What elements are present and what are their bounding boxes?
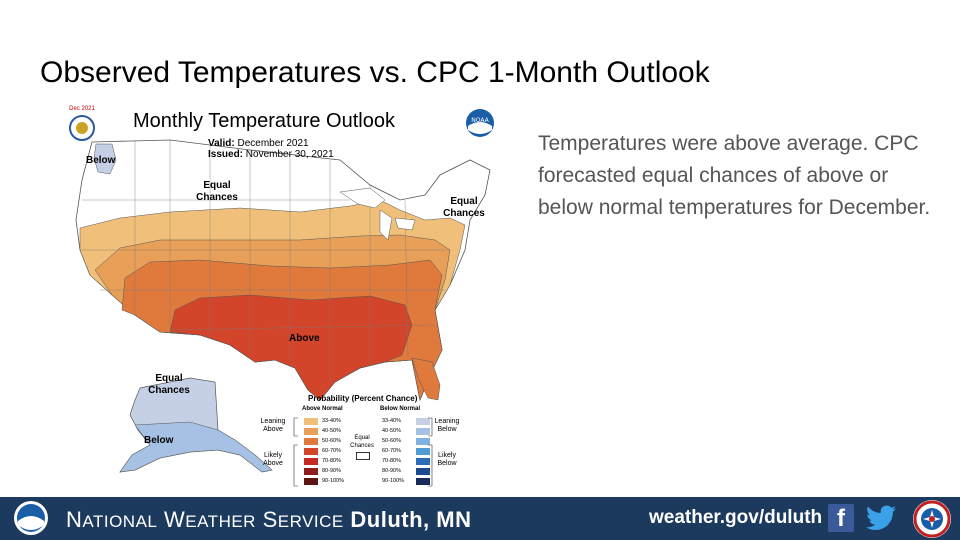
us-temperature-map xyxy=(75,139,491,473)
facebook-icon[interactable]: f xyxy=(828,504,854,532)
legend-above-header: Above Normal xyxy=(302,406,343,412)
org-s: S xyxy=(262,507,278,532)
legend-above-swatch xyxy=(304,468,318,475)
org-ational: ATIONAL xyxy=(82,512,158,531)
issued-label: Issued: xyxy=(208,149,244,160)
legend-below-swatch xyxy=(416,468,430,475)
footer-url-link[interactable]: weather.gov/duluth xyxy=(649,507,823,528)
legend-above-swatch xyxy=(304,438,318,445)
valid-row: Valid: December 2021 xyxy=(208,138,309,149)
legend-below-range: 40-50% xyxy=(382,428,401,434)
legend-below-range: 90-100% xyxy=(382,478,405,484)
outlook-map-panel: Dec 2021 NOAA Monthly Temperature Outloo… xyxy=(40,100,510,492)
above-60-70-region xyxy=(169,294,413,401)
legend-above-swatch xyxy=(304,428,318,435)
state-lines xyxy=(80,140,450,382)
probability-legend: Probability (Percent Chance) Above Norma… xyxy=(261,394,460,490)
noaa-logo-icon: NOAA xyxy=(466,109,494,137)
legend-leaning-below: Leaning Below xyxy=(434,418,460,433)
issued-value: November 30, 2021 xyxy=(245,149,334,160)
slide-title: Observed Temperatures vs. CPC 1-Month Ou… xyxy=(40,56,710,89)
legend-above-swatch xyxy=(304,458,318,465)
label-equal-alaska: Equal Chances xyxy=(148,373,190,396)
below-nw-region xyxy=(93,143,117,175)
slide-body-text: Temperatures were above average. CPC for… xyxy=(538,132,931,219)
legend-below-swatch xyxy=(416,418,430,425)
legend-above-range: 50-60% xyxy=(322,438,341,444)
noaa-footer-logo-icon xyxy=(14,501,48,535)
label-below-alaska: Below xyxy=(144,435,174,446)
legend-above-range: 40-50% xyxy=(322,428,341,434)
legend-above-range: 70-80% xyxy=(322,458,341,464)
org-eather: EATHER xyxy=(185,512,256,531)
legend-likely-above: Likely Above xyxy=(263,452,283,467)
legend-below-swatch xyxy=(416,448,430,455)
label-equal-ne: Equal Chances xyxy=(443,196,485,219)
legend-equal-chances: Equal Chances xyxy=(350,435,374,449)
legend-above-swatch xyxy=(304,418,318,425)
nws-seal-icon xyxy=(913,500,951,538)
legend-above-range: 90-100% xyxy=(322,478,345,484)
legend-below-range: 50-60% xyxy=(382,438,401,444)
badge-date: Dec 2021 xyxy=(69,106,95,112)
legend-leaning-above: Leaning Above xyxy=(260,418,286,433)
twitter-icon[interactable] xyxy=(866,505,896,531)
label-below-nw: Below xyxy=(86,155,116,166)
alaska-below-region xyxy=(119,421,273,473)
legend-equal-swatch xyxy=(356,452,370,460)
legend-below-range: 33-40% xyxy=(382,418,401,424)
legend-below-range: 80-90% xyxy=(382,468,401,474)
legend-below-range: 60-70% xyxy=(382,448,401,454)
org-w: W xyxy=(164,507,186,532)
legend-above-range: 80-90% xyxy=(322,468,341,474)
org-ervice: ERVICE xyxy=(277,512,344,531)
legend-below-swatch xyxy=(416,438,430,445)
florida-region xyxy=(411,357,441,401)
dec-2021-badge: Dec 2021 xyxy=(62,106,102,142)
great-lakes xyxy=(339,187,416,241)
footer-office: Duluth, MN xyxy=(350,507,472,532)
org-n: N xyxy=(66,507,83,532)
map-title: Monthly Temperature Outlook xyxy=(133,110,395,132)
legend-above-swatch xyxy=(304,448,318,455)
legend-title: Probability (Percent Chance) xyxy=(308,394,418,403)
noaa-logo-text: NOAA xyxy=(471,117,489,124)
footer-org-name: NATIONAL WEATHER SERVICE Duluth, MN xyxy=(66,507,472,533)
legend-below-swatch xyxy=(416,478,430,485)
legend-above-range: 60-70% xyxy=(322,448,341,454)
legend-above-range: 33-40% xyxy=(322,418,341,424)
legend-below-header: Below Normal xyxy=(380,406,421,412)
legend-below-swatch xyxy=(416,458,430,465)
label-above-south: Above xyxy=(289,333,320,344)
footer-bar: NATIONAL WEATHER SERVICE Duluth, MN weat… xyxy=(0,497,960,540)
legend-below-range: 70-80% xyxy=(382,458,401,464)
issued-row: Issued: November 30, 2021 xyxy=(208,149,334,160)
valid-label: Valid: xyxy=(208,138,235,149)
commerce-seal-icon xyxy=(69,115,95,141)
legend-below-swatch xyxy=(416,428,430,435)
valid-value: December 2021 xyxy=(237,138,309,149)
label-equal-north: Equal Chances xyxy=(196,180,238,203)
legend-likely-below: Likely Below xyxy=(437,452,457,467)
legend-above-swatch xyxy=(304,478,318,485)
